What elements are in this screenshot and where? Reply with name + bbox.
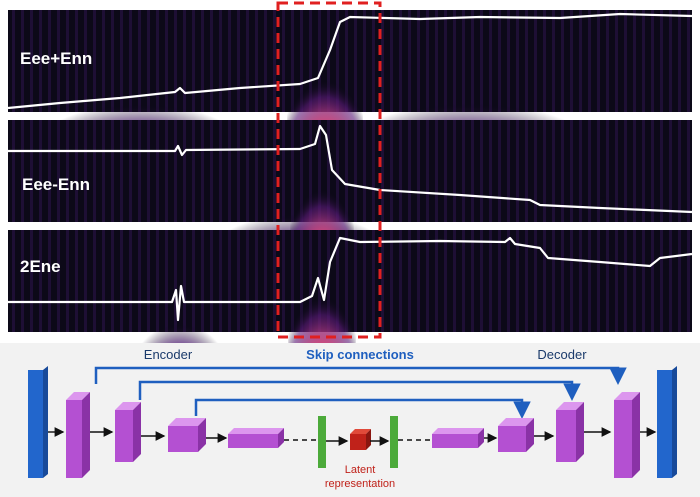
shape xyxy=(318,416,326,468)
shape xyxy=(94,366,627,385)
shape xyxy=(498,418,534,426)
shape xyxy=(43,366,48,478)
shape xyxy=(198,418,206,452)
shape xyxy=(390,416,398,468)
label: Decoder xyxy=(537,347,587,362)
shape xyxy=(556,402,584,410)
shape xyxy=(672,366,677,478)
shape xyxy=(138,380,581,401)
shape xyxy=(228,428,284,434)
shape xyxy=(66,400,82,478)
shape xyxy=(350,434,366,450)
label: 2Ene xyxy=(20,257,61,276)
shape xyxy=(228,434,278,448)
label: Encoder xyxy=(144,347,193,362)
shape xyxy=(498,426,526,452)
label: Skip connections xyxy=(306,347,414,362)
shape xyxy=(366,429,371,450)
shape xyxy=(350,429,371,434)
shape xyxy=(278,428,284,448)
highlight-box xyxy=(276,1,382,339)
shape xyxy=(556,410,576,462)
panel-3: 2Ene xyxy=(8,230,693,422)
shape xyxy=(115,402,141,410)
shape xyxy=(133,402,141,462)
shape xyxy=(657,370,672,478)
shape xyxy=(115,410,133,462)
shape xyxy=(168,418,206,426)
shape xyxy=(8,124,693,214)
label: Eee-Enn xyxy=(22,175,90,194)
shape xyxy=(194,398,531,419)
shape xyxy=(614,400,632,478)
shape xyxy=(432,434,478,448)
unet-diagram: Encoder Skip connections Decoder Latent … xyxy=(0,343,700,497)
shape xyxy=(614,392,640,400)
label: representation xyxy=(325,478,395,490)
shape xyxy=(7,12,693,110)
shape xyxy=(432,428,484,434)
shape xyxy=(28,370,43,478)
shape xyxy=(478,428,484,448)
shape xyxy=(66,392,640,478)
shape xyxy=(82,392,90,478)
shape xyxy=(8,236,693,322)
shape xyxy=(168,426,198,452)
shape xyxy=(576,402,584,462)
shape xyxy=(526,418,534,452)
label: Eee+Enn xyxy=(20,49,92,68)
label: Latent xyxy=(345,464,376,476)
shape xyxy=(632,392,640,478)
